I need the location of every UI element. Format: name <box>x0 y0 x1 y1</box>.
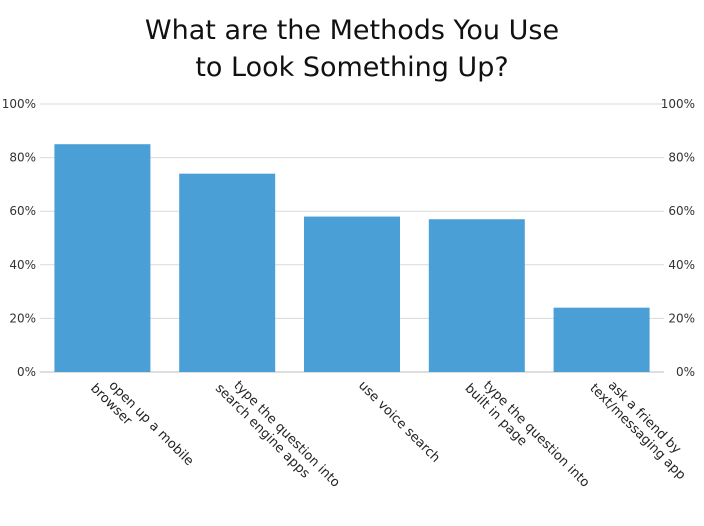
chart-title: What are the Methods You Use to Look Som… <box>0 12 704 86</box>
y-tick-label-right: 100% <box>661 97 695 111</box>
chart-title-line-1: What are the Methods You Use <box>144 15 560 46</box>
bar <box>54 144 151 372</box>
y-tick-label-left: 0% <box>17 365 36 379</box>
y-tick-label-right: 0% <box>676 365 695 379</box>
x-category-label-line: search engine apps <box>212 381 313 482</box>
bar <box>553 307 650 372</box>
y-tick-label-left: 100% <box>2 97 36 111</box>
bar <box>179 173 276 372</box>
y-tick-label-left: 80% <box>9 151 36 165</box>
y-tick-label-right: 60% <box>668 204 695 218</box>
x-category-label: use voice search <box>355 378 443 466</box>
x-category-label-line: text/messaging app <box>586 381 688 483</box>
y-tick-label-right: 40% <box>668 258 695 272</box>
y-tick-label-left: 20% <box>9 311 36 325</box>
x-category-label-line: use voice search <box>355 378 443 466</box>
x-category-label-line: type the question into <box>480 378 592 490</box>
bar <box>304 216 400 372</box>
y-tick-label-right: 20% <box>668 311 695 325</box>
bar <box>428 219 525 372</box>
x-category-label-line: type the question into <box>230 378 342 490</box>
y-tick-label-left: 60% <box>9 204 36 218</box>
y-tick-label-left: 40% <box>9 258 36 272</box>
y-tick-label-right: 80% <box>668 151 695 165</box>
chart-title-line-2: to Look Something Up? <box>195 52 509 83</box>
